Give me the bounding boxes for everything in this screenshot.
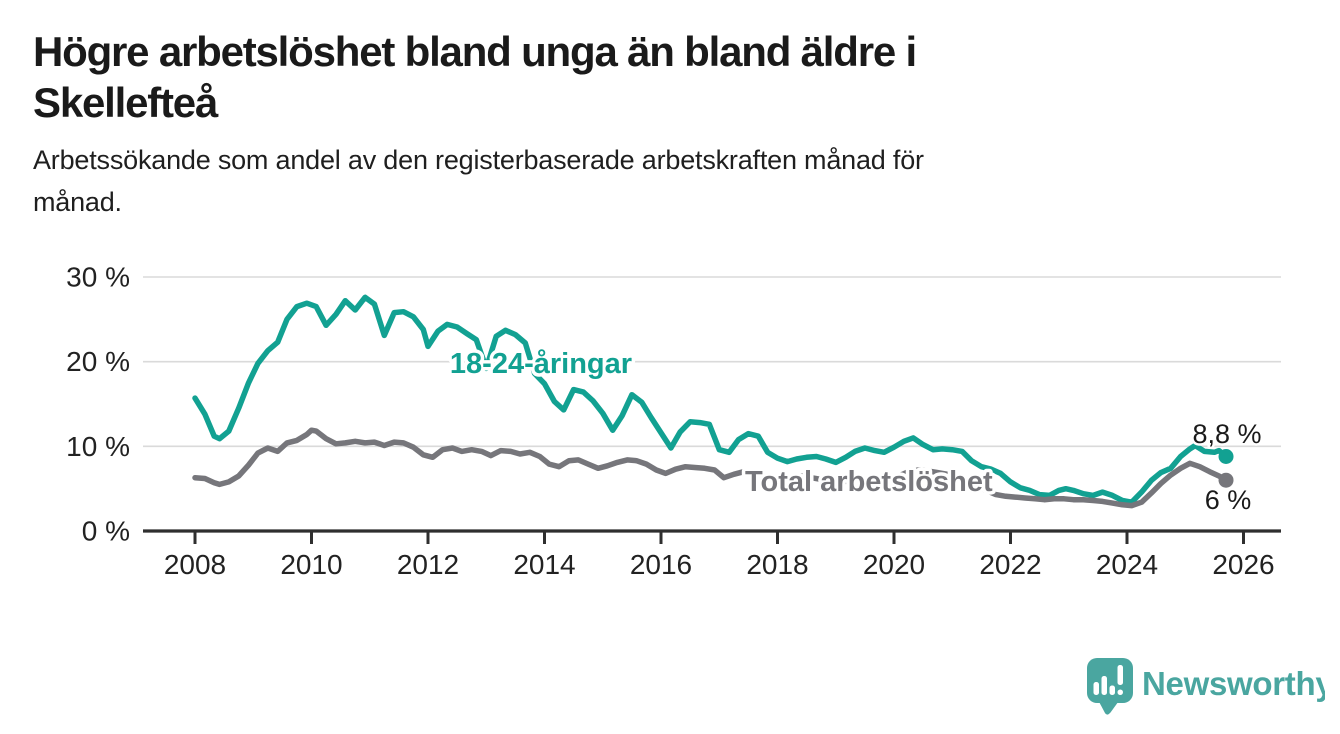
page-title: Högre arbetslöshet bland unga än bland ä… <box>33 26 917 128</box>
speech-bubble-bar-chart-icon <box>1087 658 1133 715</box>
newsworthy-logo: Newsworthy <box>1087 658 1325 715</box>
page-subtitle: Arbetssökande som andel av den registerb… <box>33 139 924 223</box>
series-label-total: Total arbetslöshet <box>745 466 993 498</box>
page-subtitle-line2: månad. <box>33 187 122 217</box>
series-line-young <box>192 294 1229 505</box>
end-value-label-young: 8,8 % <box>1192 419 1261 449</box>
x-tick-label: 2026 <box>1212 549 1274 580</box>
axes: 0 % 10 % 20 % 30 % 2008 2010 2012 2014 2016 2018 2… <box>66 261 1281 580</box>
series-lines <box>192 294 1234 509</box>
brand-name: Newsworthy <box>1142 665 1325 702</box>
page-subtitle-line1: Arbetssökande som andel av den registerb… <box>33 145 924 175</box>
series-line-total <box>192 427 1229 509</box>
x-tick-label: 2018 <box>746 549 808 580</box>
x-tick-label: 2020 <box>863 549 925 580</box>
series-end-dot-young <box>1218 448 1234 464</box>
y-tick-label: 30 % <box>66 261 130 292</box>
page-title-line1: Högre arbetslöshet bland unga än bland ä… <box>33 28 917 75</box>
series-end-dot-total <box>1218 472 1234 488</box>
x-tick-label: 2014 <box>513 549 575 580</box>
x-tick-label: 2012 <box>397 549 459 580</box>
gridlines <box>143 276 1281 448</box>
y-tick-label: 0 % <box>82 516 130 547</box>
x-tick-label: 2010 <box>280 549 342 580</box>
x-tick-label: 2008 <box>164 549 226 580</box>
x-tick-label: 2024 <box>1096 549 1158 580</box>
y-tick-label: 10 % <box>66 431 130 462</box>
page-title-line2: Skellefteå <box>33 79 218 126</box>
series-label-young: 18-24-åringar <box>450 348 632 380</box>
x-tick-label: 2022 <box>979 549 1041 580</box>
end-value-label-total: 6 % <box>1205 485 1252 515</box>
x-tick-label: 2016 <box>630 549 692 580</box>
y-tick-label: 20 % <box>66 346 130 377</box>
